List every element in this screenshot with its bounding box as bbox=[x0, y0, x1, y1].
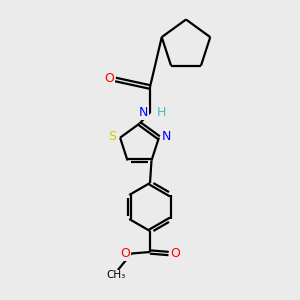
Text: O: O bbox=[170, 247, 180, 260]
Text: O: O bbox=[120, 247, 130, 260]
Text: O: O bbox=[104, 71, 114, 85]
Text: CH₃: CH₃ bbox=[107, 270, 126, 280]
Text: N: N bbox=[162, 130, 171, 143]
Text: S: S bbox=[109, 130, 117, 143]
Text: H: H bbox=[157, 106, 166, 119]
Text: N: N bbox=[139, 106, 148, 119]
